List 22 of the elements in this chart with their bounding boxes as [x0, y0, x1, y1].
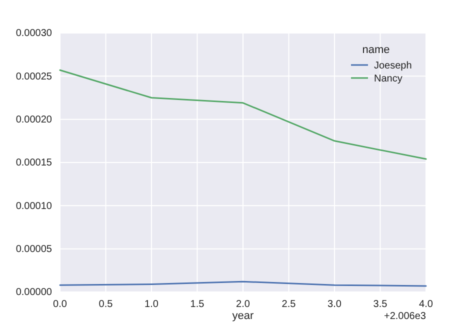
x-tick-label: 2.0	[236, 299, 250, 310]
x-tick-label: 0.5	[98, 299, 114, 310]
x-tick-label: 2.5	[282, 299, 296, 310]
line-series	[59, 69, 427, 160]
text: +2.006e3	[384, 311, 426, 322]
legend-title: name	[362, 44, 390, 56]
x-axis-title: year	[232, 310, 254, 322]
x-tick-label: 0.0	[53, 299, 68, 310]
y-tick-label: 0.00005	[16, 244, 52, 256]
x-tick-label: 1.0	[144, 299, 159, 310]
y-tick-label: 0.00030	[16, 28, 52, 40]
legend-label: Joeseph	[374, 60, 412, 72]
x-tick-label: 3.0	[328, 299, 342, 310]
legend-label: Nancy	[374, 74, 402, 84]
y-tick-label: 0.00000	[16, 287, 52, 298]
y-tick-label: 0.00010	[16, 200, 52, 212]
y-tick-label: 0.00015	[16, 158, 52, 169]
x-tick-label: 1.5	[190, 299, 205, 310]
y-tick-label: 0.00025	[16, 71, 52, 82]
x-tick-label: 4.0	[419, 299, 434, 310]
x-tick-label: 3.5	[373, 299, 388, 310]
y-tick-label: 0.00020	[16, 114, 52, 126]
